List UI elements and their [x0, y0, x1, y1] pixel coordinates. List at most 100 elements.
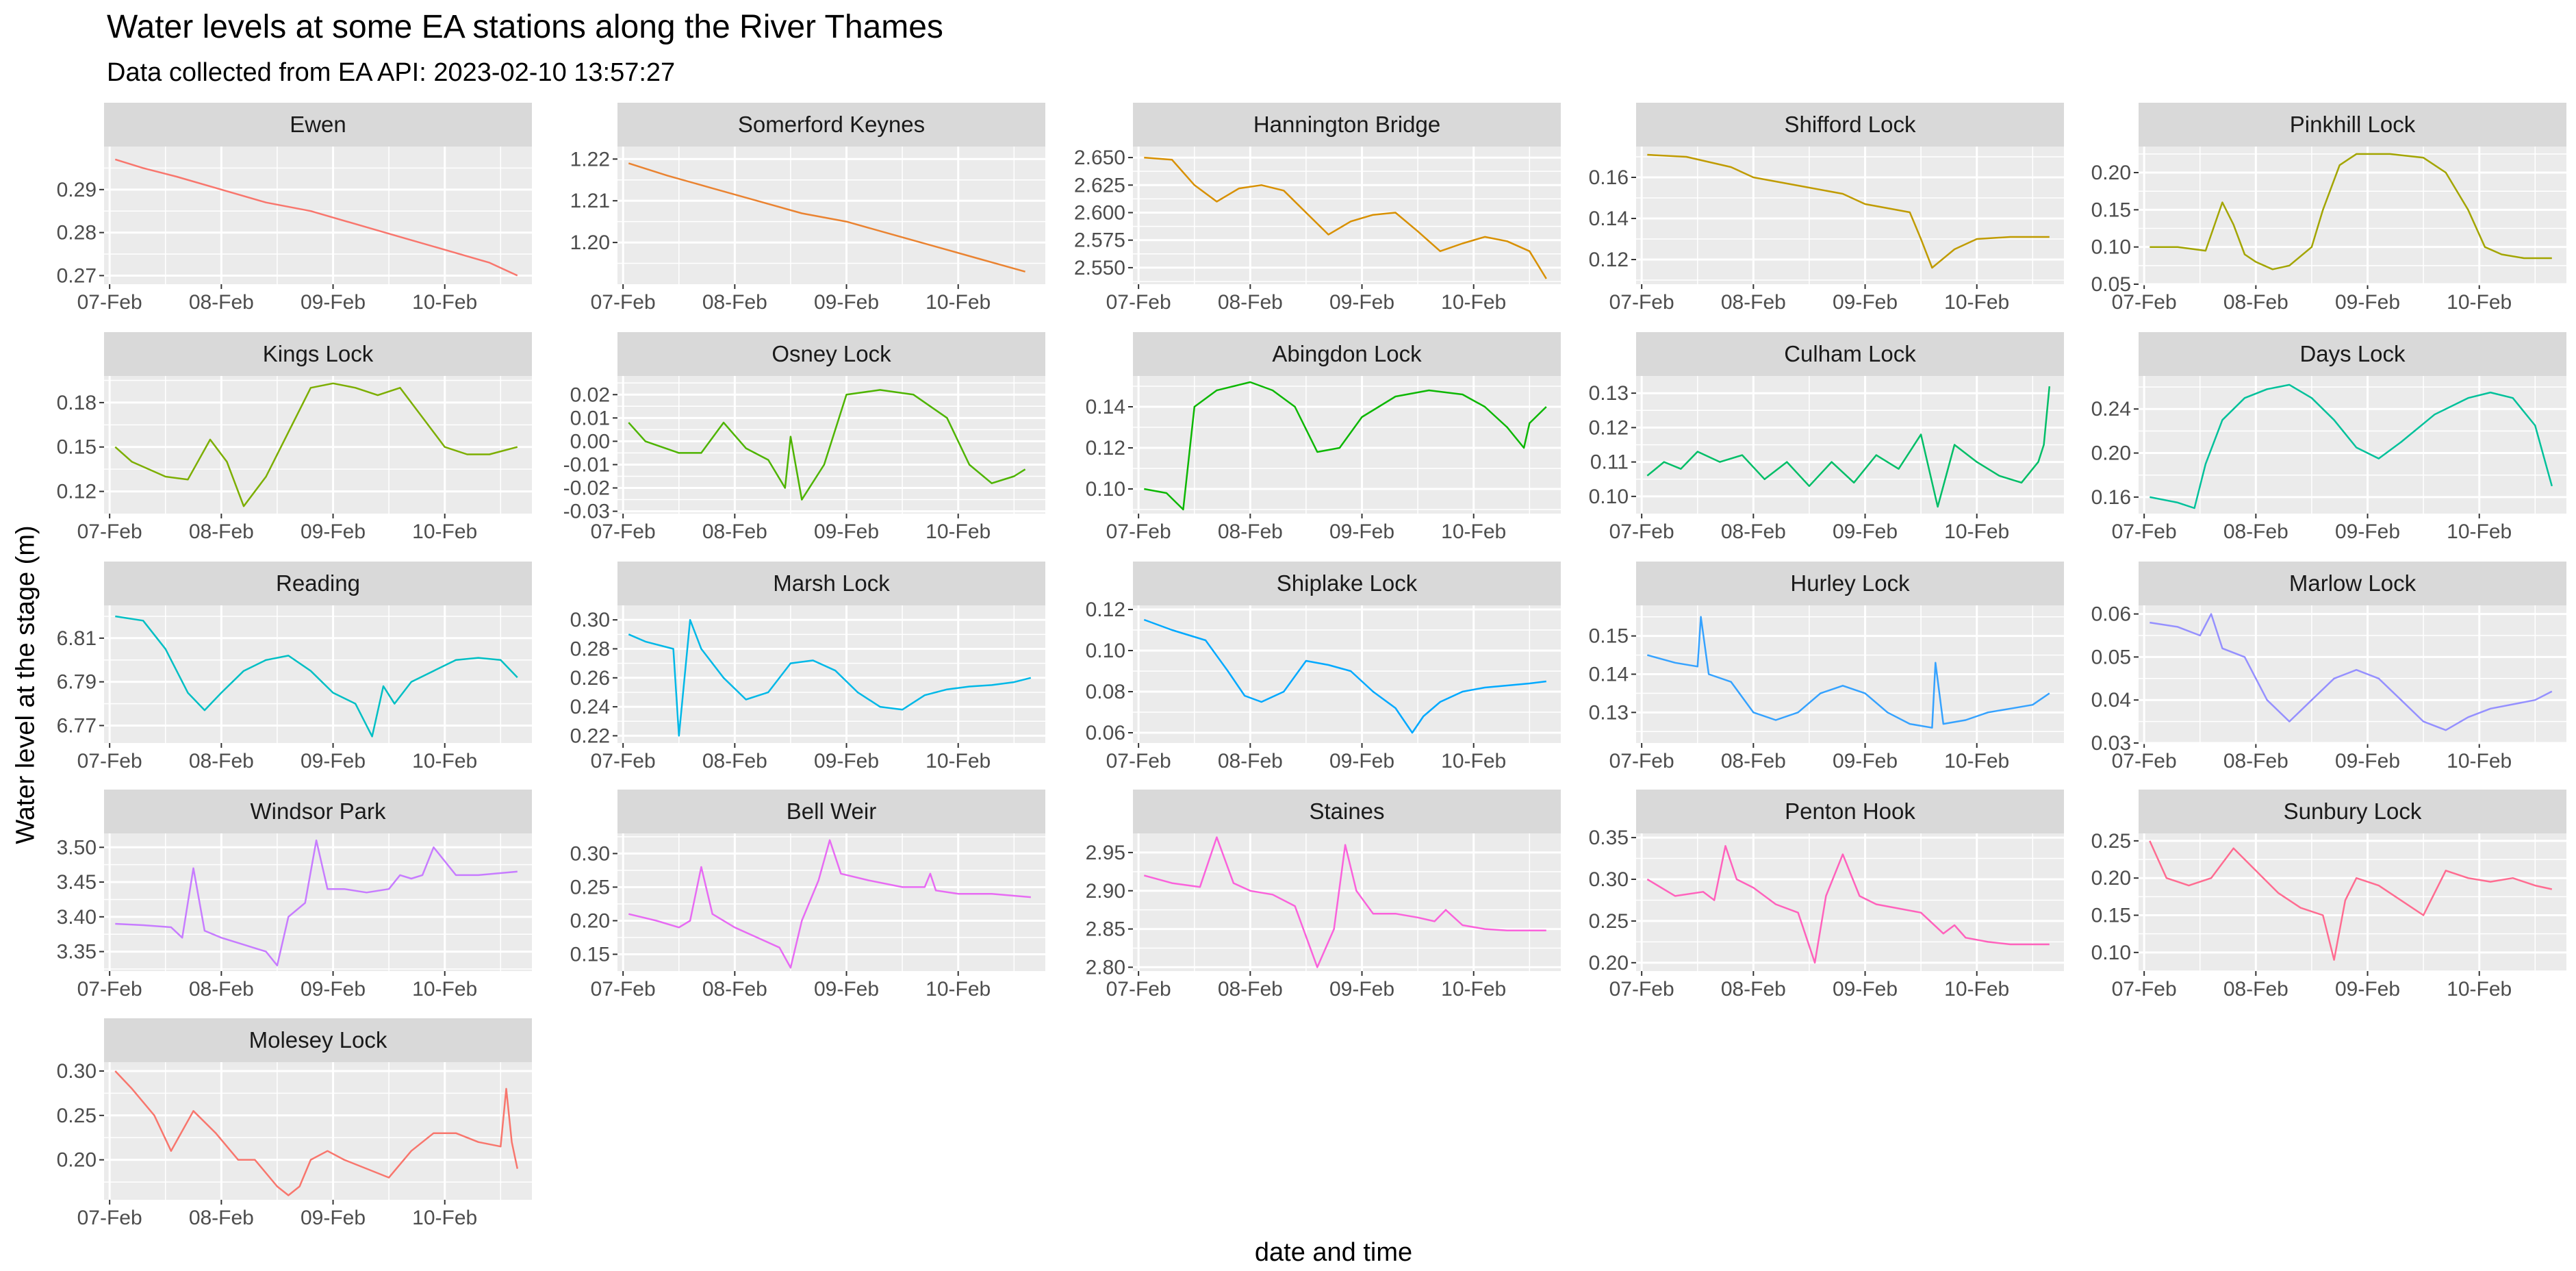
facet-10-strip [104, 562, 532, 605]
facet-panel-14: Marlow Lock 07-Feb 08-Feb 09-Feb 10-Feb 0.03 0… [2091, 562, 2566, 772]
facet-7-panel-bg [1133, 376, 1561, 514]
facet-panel-7: Abingdon Lock 07-Feb 08-Feb 09-Feb 10-Feb 0.1… [1086, 332, 1561, 543]
facet-7-x-tick-label-3: 10-Feb [1441, 520, 1506, 543]
facet-12-x-tick-label-2: 09-Feb [1329, 750, 1394, 772]
facet-1-series-line [628, 162, 1025, 273]
facet-10-panel-bg [104, 605, 532, 743]
facet-panel-18: Penton Hook 07-Feb 08-Feb 09-Feb 10-Feb 0.20 0… [1589, 790, 2064, 1001]
facet-15-y-tick-label-1: 3.40 [57, 906, 97, 929]
facet-2-x-tick-label-2: 09-Feb [1329, 291, 1394, 314]
facet-3-y-tick-label-1: 0.14 [1589, 207, 1629, 230]
facet-2-y-tick-label-2: 2.600 [1074, 201, 1125, 224]
facet-13-strip-label: Hurley Lock [1790, 570, 1910, 596]
facet-19-x-tick-label-3: 10-Feb [2447, 978, 2512, 1001]
facet-4-y-tick-label-3: 0.20 [2091, 162, 2131, 184]
facet-13-y-tick-label-0: 0.13 [1589, 701, 1629, 724]
facet-14-strip-label: Marlow Lock [2289, 570, 2416, 596]
facet-14-y-tick-label-0: 0.03 [2091, 732, 2131, 755]
facet-15-y-tick-label-2: 3.45 [57, 871, 97, 894]
facet-15-x-tick-label-1: 08-Feb [189, 978, 254, 1001]
facet-0-series-line [114, 158, 518, 277]
facet-8-y-tick-label-1: 0.11 [1590, 451, 1629, 474]
facet-11-y-tick-label-2: 0.26 [570, 667, 610, 690]
facet-2-y-tick-label-4: 2.650 [1074, 147, 1125, 169]
facet-2-x-tick-label-0: 07-Feb [1106, 291, 1171, 314]
facet-16-strip-label: Bell Weir [787, 798, 876, 824]
facet-6-x-tick-label-0: 07-Feb [591, 520, 656, 543]
facet-7-strip-label: Abingdon Lock [1272, 341, 1422, 366]
facet-15-x-tick-label-0: 07-Feb [77, 978, 142, 1001]
facet-7-series-line [1144, 381, 1547, 511]
facet-17-x-tick-label-1: 08-Feb [1218, 978, 1283, 1001]
facet-1-y-tick-label-1: 1.21 [570, 190, 610, 212]
facet-5-x-tick-label-3: 10-Feb [412, 520, 477, 543]
facet-6-y-tick-label-1: -0.02 [563, 477, 610, 500]
facet-11-y-tick-label-0: 0.22 [570, 725, 610, 747]
facet-4-x-tick-label-3: 10-Feb [2447, 291, 2512, 314]
facet-2-strip-label: Hannington Bridge [1253, 112, 1440, 137]
facet-20-y-tick-label-0: 0.20 [57, 1149, 97, 1172]
facet-17-strip-label: Staines [1309, 798, 1384, 824]
facet-2-y-tick-label-1: 2.575 [1074, 229, 1125, 252]
facet-4-strip-label: Pinkhill Lock [2290, 112, 2416, 137]
facet-19-x-tick-label-2: 09-Feb [2335, 978, 2400, 1001]
facet-panel-13: Hurley Lock 07-Feb 08-Feb 09-Feb 10-Feb 0.13 0… [1589, 562, 2064, 772]
facet-7-strip [1133, 332, 1561, 376]
facet-panel-0: Ewen 07-Feb 08-Feb 09-Feb 10-Feb 0.27 0.28 0.29 [57, 103, 532, 314]
facet-19-panel-bg [2139, 833, 2566, 971]
facet-3-panel-bg [1636, 147, 2064, 284]
facet-20-y-tick-label-1: 0.25 [57, 1105, 97, 1127]
facet-10-strip-label: Reading [276, 570, 360, 596]
facet-14-strip [2139, 562, 2566, 605]
facet-9-strip-label: Days Lock [2299, 341, 2406, 366]
facet-8-strip [1636, 332, 2064, 376]
facet-9-series-line [2150, 383, 2553, 509]
facet-6-y-tick-label-5: 0.02 [570, 383, 610, 406]
facet-18-y-tick-label-3: 0.35 [1589, 827, 1629, 849]
facet-12-panel-bg [1133, 605, 1561, 743]
facet-2-series-line [1144, 156, 1547, 279]
facet-2-panel-bg [1133, 147, 1561, 284]
facet-12-x-tick-label-1: 08-Feb [1218, 750, 1283, 772]
facet-15-series-line [115, 839, 518, 967]
facet-17-x-tick-label-3: 10-Feb [1441, 978, 1506, 1001]
facet-6-x-tick-label-1: 08-Feb [702, 520, 767, 543]
facet-17-y-tick-label-1: 2.85 [1086, 918, 1125, 941]
facet-11-x-tick-label-0: 07-Feb [591, 750, 656, 772]
facet-panel-10: Reading 07-Feb 08-Feb 09-Feb 10-Feb 6.77 6.79 6… [57, 562, 532, 772]
facet-8-x-tick-label-3: 10-Feb [1944, 520, 2009, 543]
facet-0-panel-bg [104, 147, 532, 284]
facet-1-y-tick-label-0: 1.20 [570, 231, 610, 254]
facet-9-x-tick-label-0: 07-Feb [2112, 520, 2177, 543]
facet-16-x-tick-label-3: 10-Feb [926, 978, 991, 1001]
facet-panel-11: Marsh Lock 07-Feb 08-Feb 09-Feb 10-Feb 0.22 0.… [570, 562, 1045, 772]
facet-10-x-tick-label-0: 07-Feb [77, 750, 142, 772]
facet-13-x-tick-label-1: 08-Feb [1721, 750, 1786, 772]
facet-14-x-tick-label-2: 09-Feb [2335, 750, 2400, 772]
facet-18-strip-label: Penton Hook [1785, 798, 1915, 824]
facet-3-strip-label: Shifford Lock [1784, 112, 1916, 137]
facet-4-x-tick-label-0: 07-Feb [2112, 291, 2177, 314]
facet-17-x-tick-label-0: 07-Feb [1106, 978, 1171, 1001]
facet-8-x-tick-label-1: 08-Feb [1721, 520, 1786, 543]
facet-14-y-tick-label-1: 0.04 [2091, 689, 2131, 712]
facet-16-y-tick-label-2: 0.25 [570, 876, 610, 898]
facet-14-x-tick-label-3: 10-Feb [2447, 750, 2512, 772]
facet-11-y-tick-label-1: 0.24 [570, 696, 610, 718]
facet-panel-4: Pinkhill Lock 07-Feb 08-Feb 09-Feb 10-Feb 0.0… [2091, 103, 2566, 314]
facet-8-y-tick-label-0: 0.10 [1589, 486, 1629, 508]
facet-5-strip [104, 332, 532, 376]
facet-19-series-line [2149, 840, 2553, 961]
facet-11-series-line [628, 618, 1032, 737]
facet-10-y-tick-label-2: 6.81 [57, 627, 97, 650]
facet-6-y-tick-label-3: 0.00 [570, 430, 610, 453]
facet-7-y-tick-label-1: 0.12 [1086, 437, 1125, 460]
facet-9-x-tick-label-2: 09-Feb [2335, 520, 2400, 543]
facet-16-x-tick-label-2: 09-Feb [814, 978, 879, 1001]
facet-9-x-tick-label-3: 10-Feb [2447, 520, 2512, 543]
facet-0-x-tick-label-0: 07-Feb [77, 291, 142, 314]
facet-12-strip [1133, 562, 1561, 605]
facet-15-y-tick-label-0: 3.35 [57, 941, 97, 964]
facet-5-y-tick-label-2: 0.18 [57, 392, 97, 414]
